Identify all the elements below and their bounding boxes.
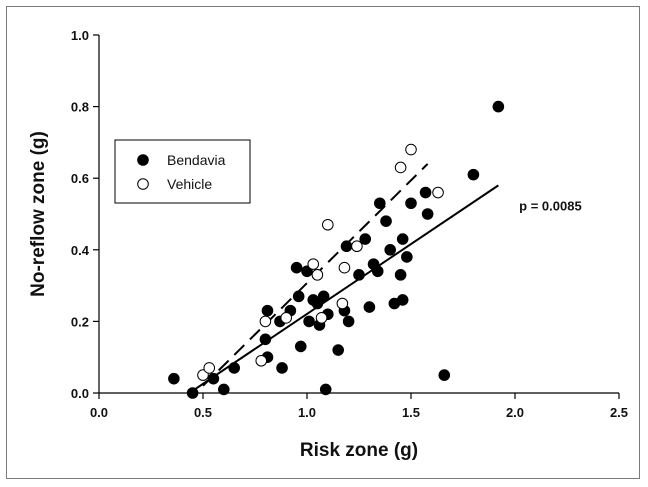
point-vehicle bbox=[259, 315, 272, 328]
point-bendavia bbox=[405, 197, 417, 210]
chart-frame: 0.0 0.5 1.0 1.5 2.0 2.5 0.0 0.2 0.4 0.6 0.8 1.0 Ris… bbox=[6, 6, 640, 479]
point-bendavia bbox=[261, 304, 274, 317]
point-vehicle bbox=[307, 258, 320, 270]
point-vehicle bbox=[322, 218, 334, 231]
labels: Risk zone (g) No-reflow zone (g) p = 0.0… bbox=[28, 131, 582, 461]
fit-line-bendavia bbox=[194, 184, 499, 391]
point-vehicle bbox=[336, 297, 349, 310]
x-tick-label: 0.5 bbox=[194, 405, 212, 420]
point-bendavia bbox=[332, 344, 345, 356]
axes: 0.0 0.5 1.0 1.5 2.0 2.5 0.0 0.2 0.4 0.6 0.8 1.0 bbox=[71, 28, 628, 420]
point-bendavia bbox=[384, 244, 397, 256]
point-vehicle bbox=[311, 269, 324, 281]
y-tick-label: 0.8 bbox=[71, 100, 89, 115]
point-bendavia bbox=[292, 290, 305, 303]
point-vehicle bbox=[405, 143, 417, 156]
point-bendavia bbox=[371, 265, 384, 278]
point-bendavia bbox=[168, 372, 180, 385]
point-bendavia bbox=[359, 233, 372, 245]
point-bendavia bbox=[401, 251, 413, 263]
x-tick-label: 1.5 bbox=[402, 405, 420, 420]
point-bendavia bbox=[228, 362, 240, 374]
point-bendavia bbox=[380, 215, 392, 227]
point-bendavia bbox=[421, 208, 434, 220]
point-bendavia bbox=[317, 290, 330, 303]
point-vehicle bbox=[432, 186, 444, 199]
point-bendavia bbox=[396, 294, 409, 306]
point-bendavia bbox=[419, 186, 432, 199]
y-axis-title: No-reflow zone (g) bbox=[28, 131, 49, 297]
point-vehicle bbox=[255, 354, 268, 367]
point-bendavia bbox=[363, 301, 376, 313]
point-vehicle bbox=[394, 161, 407, 174]
legend-marker-bendavia bbox=[137, 154, 149, 166]
legend-label-bendavia: Bendavia bbox=[167, 152, 226, 168]
legend-marker-vehicle bbox=[137, 178, 149, 190]
point-bendavia bbox=[342, 315, 355, 328]
x-tick-label: 0.0 bbox=[90, 405, 108, 420]
p-value-annotation: p = 0.0085 bbox=[519, 198, 582, 213]
data-points bbox=[168, 100, 505, 399]
y-tick-label: 1.0 bbox=[71, 28, 89, 43]
point-bendavia bbox=[396, 233, 409, 245]
point-bendavia bbox=[186, 387, 199, 399]
point-vehicle bbox=[203, 362, 216, 374]
y-tick-label: 0.0 bbox=[71, 386, 89, 401]
point-bendavia bbox=[276, 362, 288, 374]
y-tick-label: 0.4 bbox=[71, 243, 90, 258]
point-bendavia bbox=[438, 369, 451, 381]
x-tick-label: 2.5 bbox=[610, 405, 628, 420]
legend: Bendavia Vehicle bbox=[114, 139, 251, 204]
point-vehicle bbox=[351, 240, 363, 253]
legend-label-vehicle: Vehicle bbox=[167, 176, 212, 192]
point-bendavia bbox=[394, 269, 407, 281]
point-vehicle bbox=[315, 312, 328, 324]
point-bendavia bbox=[207, 372, 220, 385]
point-bendavia bbox=[467, 168, 480, 181]
point-bendavia bbox=[259, 333, 272, 346]
point-bendavia bbox=[294, 340, 307, 353]
point-bendavia bbox=[290, 261, 303, 274]
point-vehicle bbox=[280, 312, 293, 324]
x-tick-label: 2.0 bbox=[506, 405, 524, 420]
y-tick-label: 0.2 bbox=[71, 314, 89, 329]
point-bendavia bbox=[303, 315, 315, 328]
point-bendavia bbox=[319, 383, 332, 396]
x-tick-label: 1.0 bbox=[298, 405, 316, 420]
point-bendavia bbox=[492, 100, 505, 113]
point-bendavia bbox=[353, 269, 365, 281]
legend-box bbox=[114, 139, 251, 204]
y-tick-label: 0.6 bbox=[71, 171, 89, 186]
point-vehicle bbox=[338, 261, 351, 274]
point-bendavia bbox=[340, 240, 353, 253]
point-bendavia bbox=[218, 383, 230, 396]
scatter-chart: 0.0 0.5 1.0 1.5 2.0 2.5 0.0 0.2 0.4 0.6 0.8 1.0 Ris… bbox=[28, 28, 628, 461]
x-axis-title: Risk zone (g) bbox=[300, 440, 418, 461]
point-bendavia bbox=[374, 197, 386, 210]
